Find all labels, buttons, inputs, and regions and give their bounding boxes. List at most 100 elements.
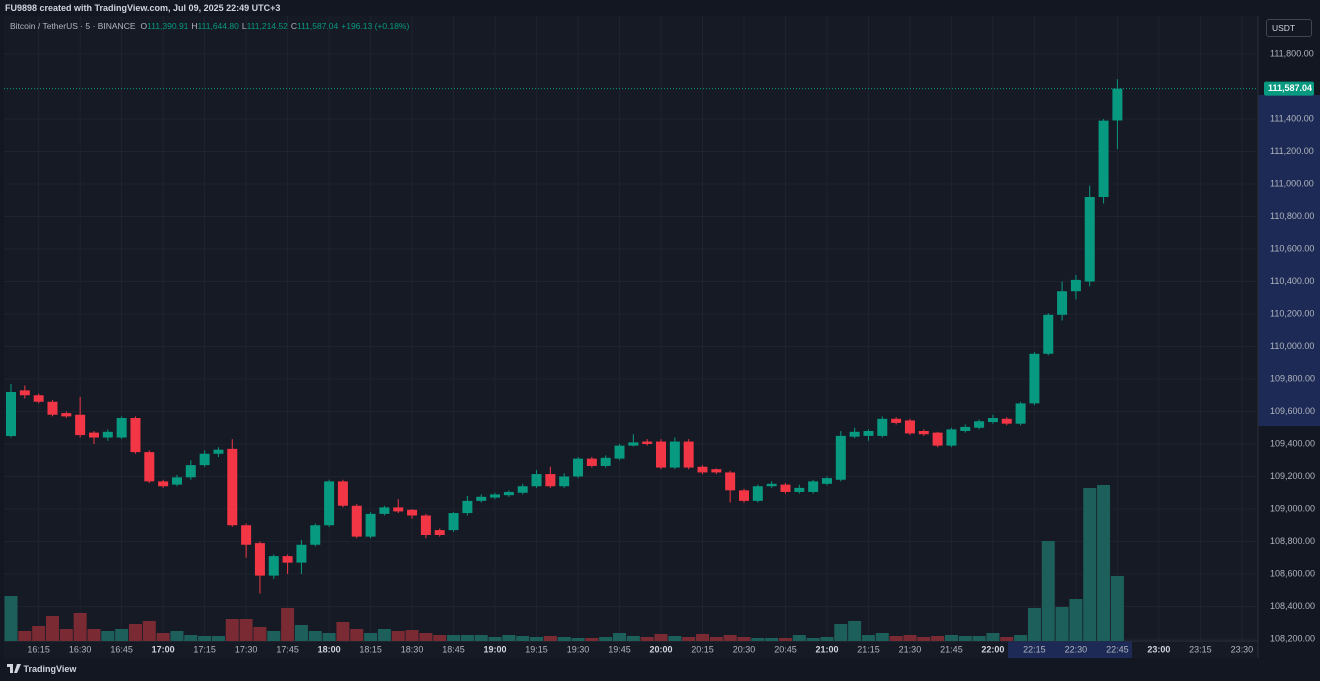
x-tick-label: 20:45 [774, 644, 797, 654]
volume-bar [654, 634, 668, 641]
time-range-highlight [1008, 641, 1132, 658]
ohlc-value: 111,214.52 [246, 21, 288, 31]
candle-body [808, 481, 819, 492]
candle-body [974, 421, 985, 428]
candle-body [932, 432, 943, 446]
ohlc-label: C [290, 21, 297, 31]
candle-body [19, 390, 30, 396]
candle-body [434, 530, 445, 535]
y-tick-label: 111,800.00 [1270, 48, 1314, 58]
volume-bar [668, 636, 682, 641]
candle-body [904, 420, 915, 434]
volume-bar [1000, 637, 1014, 641]
volume-bar [1069, 599, 1083, 641]
y-tick-label: 109,000.00 [1270, 503, 1315, 513]
x-tick-label: 22:45 [1106, 644, 1129, 654]
volume-bar [1097, 485, 1111, 641]
legend: Bitcoin / TetherUS · 5 · BINANCE O111,390… [10, 21, 412, 31]
candle-body [61, 413, 72, 417]
candle-body [6, 392, 16, 437]
volume-bar [599, 637, 613, 641]
candle-body [130, 418, 141, 453]
candle-body [863, 431, 874, 436]
volume-bar [778, 638, 792, 641]
x-tick-label: 20:30 [733, 644, 756, 654]
volume-bar [336, 622, 350, 641]
y-tick-label: 111,000.00 [1270, 178, 1314, 188]
candle-body [490, 494, 501, 498]
candle-body [766, 483, 777, 487]
candle-body [1098, 120, 1109, 197]
candle-body [849, 431, 860, 437]
candle-body [420, 515, 431, 535]
x-tick-label: 19:45 [608, 644, 631, 654]
volume-bar [101, 631, 115, 641]
x-tick-label: 18:15 [359, 644, 382, 654]
candle-body [891, 418, 902, 423]
volume-bar [1014, 635, 1028, 641]
x-tick-label: 18:30 [401, 644, 424, 654]
y-tick-label: 110,200.00 [1270, 308, 1314, 318]
candle-body [213, 449, 224, 454]
volume-bar [917, 637, 931, 641]
candle-body [697, 466, 708, 473]
volume-bar [875, 633, 889, 641]
volume-bar [958, 636, 972, 641]
candle-body [614, 445, 625, 459]
volume-bar [986, 633, 1000, 641]
volume-bar [640, 637, 654, 641]
volume-bar [377, 629, 391, 641]
candle-body [227, 448, 238, 526]
volume-bar [460, 635, 474, 641]
volume-bar [73, 613, 87, 641]
candle-body [407, 509, 418, 516]
plot-background [4, 16, 1258, 658]
candle-body [241, 525, 252, 545]
volume-bar [322, 633, 336, 641]
volume-bar [87, 629, 101, 641]
y-tick-label: 111,400.00 [1270, 113, 1314, 123]
candle-body [821, 478, 832, 484]
volume-bar [557, 637, 571, 641]
volume-bar [59, 629, 73, 641]
volume-bar [516, 636, 530, 641]
candle-body [752, 486, 763, 501]
ohlc-label: H [191, 21, 198, 31]
logo [7, 664, 21, 673]
candle-body [158, 481, 169, 487]
candle-body [1043, 314, 1054, 354]
volume-bar [737, 637, 751, 641]
candle-body [296, 544, 307, 563]
volume-bar [1041, 541, 1055, 641]
x-tick-label: 20:15 [691, 644, 714, 654]
volume-bar [128, 624, 142, 641]
candle-body [337, 481, 348, 506]
candle-body [517, 486, 528, 493]
volume-bar [45, 616, 59, 641]
candle-body [738, 490, 749, 501]
x-tick-label: 22:30 [1065, 644, 1088, 654]
candle-body [794, 487, 805, 492]
y-tick-label: 110,800.00 [1270, 211, 1314, 221]
candle-body [656, 441, 667, 468]
currency-button[interactable]: USDT [1266, 19, 1312, 37]
x-tick-label: 21:15 [857, 644, 880, 654]
y-tick-label: 109,400.00 [1270, 438, 1315, 448]
candle-body [1070, 279, 1081, 292]
volume-bar [834, 624, 848, 641]
candle-body [1029, 353, 1040, 404]
x-tick-label: 23:30 [1231, 644, 1254, 654]
x-tick-label: 16:30 [69, 644, 92, 654]
x-tick-label: 19:15 [525, 644, 548, 654]
last-price-tag [1264, 81, 1314, 96]
volume-bar [142, 621, 156, 641]
volume-bar [419, 633, 433, 641]
candle-body [642, 441, 653, 444]
candle-body [254, 543, 265, 576]
x-tick-label: 19:30 [567, 644, 590, 654]
candle-body [268, 556, 279, 576]
volume-bar [308, 631, 322, 641]
x-tick-label: 22:15 [1023, 644, 1046, 654]
volume-bar [211, 636, 225, 641]
x-tick-label: 21:00 [815, 644, 838, 654]
